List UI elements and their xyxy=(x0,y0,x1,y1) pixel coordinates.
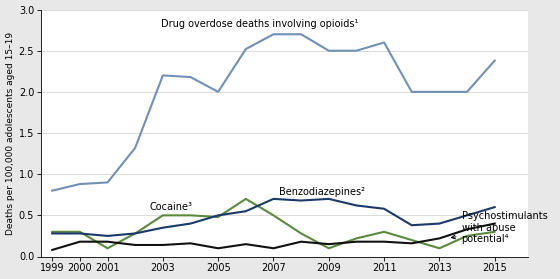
Y-axis label: Deaths per 100,000 adolescents aged 15–19: Deaths per 100,000 adolescents aged 15–1… xyxy=(6,32,15,235)
Text: Benzodiazepines²: Benzodiazepines² xyxy=(279,187,365,197)
Text: Drug overdose deaths involving opioids¹: Drug overdose deaths involving opioids¹ xyxy=(161,19,358,29)
Text: Cocaine³: Cocaine³ xyxy=(149,202,192,212)
Text: Psychostimulants
with abuse
potential⁴: Psychostimulants with abuse potential⁴ xyxy=(451,211,547,244)
